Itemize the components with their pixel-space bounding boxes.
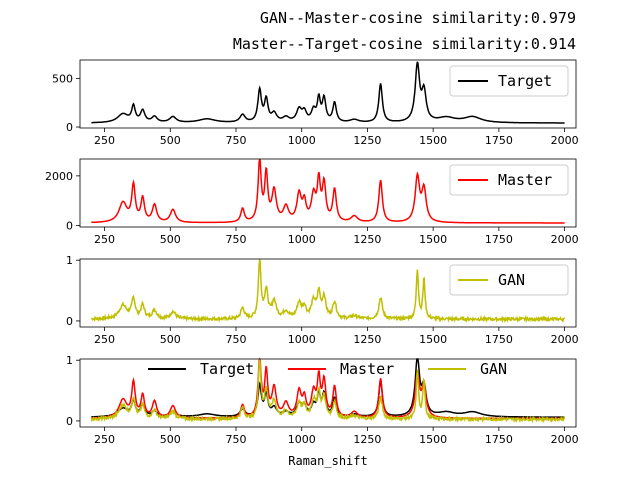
x-tick-label: 1250: [353, 433, 381, 446]
x-axis-label: Raman_shift: [288, 454, 367, 468]
legend-label: Target: [200, 360, 254, 378]
x-tick-label: 1250: [353, 233, 381, 246]
y-tick-label: 0: [66, 315, 73, 328]
y-tick-label: 1: [66, 254, 73, 267]
series-line-master: [91, 158, 565, 224]
legend-box: [449, 264, 569, 296]
legend-label: GAN: [498, 271, 525, 289]
x-tick-label: 1750: [485, 134, 513, 147]
y-tick-label: 500: [52, 72, 73, 85]
y-tick-label: 2000: [45, 170, 73, 183]
legend-label: Master: [340, 360, 394, 378]
x-tick-label: 1000: [288, 134, 316, 147]
y-tick-label: 0: [66, 220, 73, 233]
subplot-1: 250 500 750 1000 1250 1500 1750 2000 0 500 Target: [52, 59, 579, 147]
x-tick-label: 1250: [353, 134, 381, 147]
x-tick-label: 250: [94, 134, 115, 147]
x-tick-label: 2000: [551, 433, 579, 446]
x-tick-label: 500: [160, 433, 181, 446]
figure-title-line-1: GAN--Master-cosine similarity:0.979: [260, 9, 576, 27]
x-tick-label: 250: [94, 333, 115, 346]
legend: Target: [449, 65, 569, 97]
subplot-3: 250 500 750 1000 1250 1500 1750 2000 0 1 GAN: [66, 254, 579, 346]
legend: Target Master GAN: [148, 360, 507, 378]
x-tick-label: 1750: [485, 333, 513, 346]
x-tick-label: 750: [225, 333, 246, 346]
x-tick-label: 1750: [485, 433, 513, 446]
y-tick-label: 1: [66, 354, 73, 367]
subplot-4: 250 500 750 1000 1250 1500 1750 2000 0 1 Target Mas…: [66, 354, 579, 468]
x-tick-label: 500: [160, 233, 181, 246]
x-tick-label: 500: [160, 333, 181, 346]
x-tick-label: 2000: [551, 134, 579, 147]
x-tick-label: 1500: [419, 134, 447, 147]
x-tick-label: 250: [94, 433, 115, 446]
legend-label: Target: [498, 72, 552, 90]
x-tick-label: 1000: [288, 333, 316, 346]
series-line-gan: [90, 358, 566, 424]
x-tick-label: 1500: [419, 233, 447, 246]
x-tick-label: 2000: [551, 233, 579, 246]
axes-frame: [79, 158, 577, 228]
axes-frame: [79, 358, 577, 428]
x-tick-label: 750: [225, 134, 246, 147]
x-tick-label: 1750: [485, 233, 513, 246]
series-line-gan: [91, 258, 565, 324]
x-tick-label: 1500: [419, 433, 447, 446]
x-tick-label: 1000: [288, 233, 316, 246]
figure-title-line-2: Master--Target-cosine similarity:0.914: [233, 35, 576, 53]
x-tick-label: 500: [160, 134, 181, 147]
x-tick-label: 1250: [353, 333, 381, 346]
axes-frame: [79, 258, 577, 328]
x-tick-label: 2000: [551, 333, 579, 346]
x-tick-label: 1000: [288, 433, 316, 446]
series-line-target: [91, 61, 565, 124]
legend-label: GAN: [480, 360, 507, 378]
legend-box: [449, 164, 569, 196]
subplot-2: 250 500 750 1000 1250 1500 1750 2000 0 2000 Master: [45, 158, 579, 246]
axes-frame: [79, 59, 577, 129]
legend-label: Master: [498, 171, 552, 189]
legend: Master: [449, 164, 569, 196]
legend-box: [449, 65, 569, 97]
y-tick-label: 0: [66, 121, 73, 134]
x-tick-label: 1500: [419, 333, 447, 346]
y-tick-label: 0: [66, 415, 73, 428]
legend: GAN: [449, 264, 569, 296]
x-tick-label: 750: [225, 433, 246, 446]
x-tick-label: 250: [94, 233, 115, 246]
x-tick-label: 750: [225, 233, 246, 246]
